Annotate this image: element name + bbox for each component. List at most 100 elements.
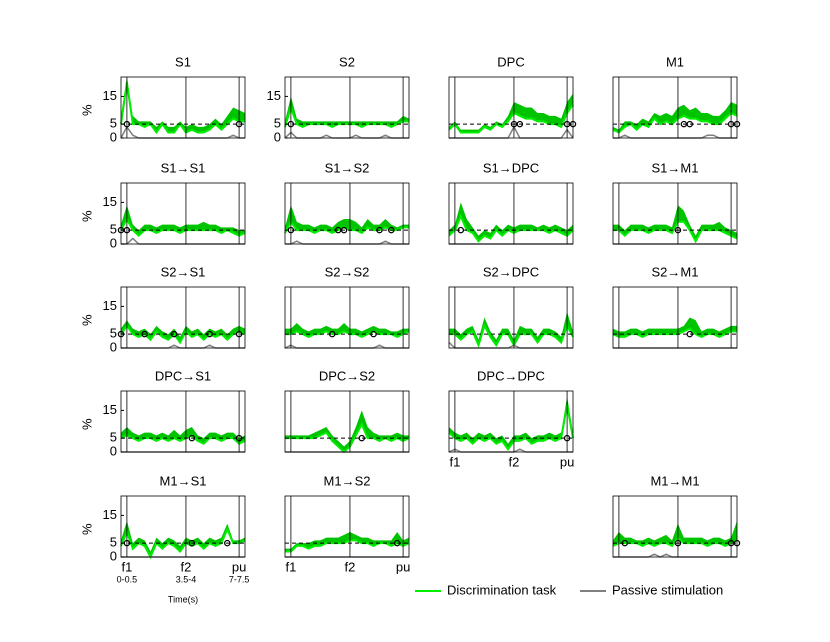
y-tick-label: 5: [110, 222, 117, 237]
panel-title: S2: [339, 54, 355, 69]
discrimination-line: [120, 526, 246, 560]
y-axis-label: %: [79, 523, 94, 535]
panel-frame: [448, 390, 574, 453]
y-tick-label: 15: [103, 88, 117, 103]
panel-title: S2→DPC: [483, 264, 539, 279]
panel-title: S1→DPC: [483, 160, 539, 175]
discrimination-line: [284, 104, 409, 129]
panel-frame: [612, 182, 738, 245]
discrimination-band: [613, 205, 737, 242]
y-tick-label: 0: [110, 443, 117, 458]
panel-frame: [120, 390, 246, 453]
significance-marker: [680, 120, 688, 128]
legend-label: Passive stimulation: [612, 582, 723, 597]
discrimination-band: [449, 311, 573, 346]
y-tick-label: 0: [274, 129, 281, 144]
y-tick-label: 15: [103, 402, 117, 417]
discrimination-line: [285, 539, 410, 553]
y-tick-label: 0: [110, 235, 117, 250]
significance-marker: [457, 226, 465, 234]
significance-marker: [287, 226, 295, 234]
panel-frame: [612, 495, 738, 558]
discrimination-band: [449, 396, 573, 450]
panel-frame: [448, 76, 574, 139]
significance-marker: [123, 120, 131, 128]
panel-title: S2→M1: [652, 264, 699, 279]
panel-frame: [284, 76, 410, 139]
y-tick-label: 15: [103, 298, 117, 313]
significance-marker: [393, 539, 401, 547]
significance-marker: [563, 120, 571, 128]
significance-marker: [727, 539, 735, 547]
x-tick-label: pu: [396, 559, 410, 574]
significance-marker: [370, 330, 377, 338]
significance-marker: [224, 539, 231, 547]
discrimination-line: [284, 219, 409, 235]
x-axis-label: Time(s): [168, 594, 198, 604]
y-tick-label: 0: [110, 129, 117, 144]
y-tick-label: 5: [110, 535, 117, 550]
panel-title: S1→S2: [325, 160, 370, 175]
significance-marker: [510, 120, 518, 128]
x-tick-label: f1: [121, 559, 132, 574]
panel-frame: [448, 182, 574, 245]
discrimination-band: [121, 520, 245, 557]
x-tick-label: f2: [345, 559, 356, 574]
x-tick-label: f2: [181, 559, 192, 574]
panel-frame: [120, 182, 246, 245]
discrimination-band: [285, 410, 409, 452]
discrimination-line: [120, 324, 246, 345]
significance-marker: [358, 434, 366, 442]
panel-title: DPC→S2: [319, 368, 375, 383]
panel-frame: [120, 495, 246, 558]
discrimination-band: [121, 205, 245, 236]
significance-marker: [340, 226, 348, 234]
x-tick-sublabel: 3.5-4: [176, 574, 197, 584]
significance-marker: [287, 120, 295, 128]
significance-marker: [621, 539, 629, 547]
y-tick-label: 5: [110, 326, 117, 341]
discrimination-band: [449, 93, 573, 133]
panel-frame: [284, 286, 410, 349]
panel-frame: [612, 76, 738, 139]
y-tick-label: 0: [110, 339, 117, 354]
discrimination-band: [121, 427, 245, 444]
y-tick-label: 5: [110, 430, 117, 445]
x-tick-sublabel: 7-7.5: [229, 574, 250, 584]
panel-frame: [284, 495, 410, 558]
discrimination-line: [448, 213, 574, 243]
panel-title: DPC: [497, 54, 524, 69]
significance-marker: [188, 539, 196, 547]
panel-title: S2→S2: [325, 264, 370, 279]
significance-marker: [188, 434, 196, 442]
x-tick-sublabel: 0-0.5: [117, 574, 138, 584]
discrimination-line: [120, 216, 246, 238]
panel-title: M1→S1: [160, 473, 207, 488]
significance-marker: [235, 330, 243, 338]
significance-marker: [235, 120, 243, 128]
significance-marker: [563, 434, 571, 442]
significance-marker: [388, 226, 395, 234]
legend-label: Discrimination task: [447, 582, 557, 597]
significance-marker: [376, 226, 383, 234]
x-tick-label: f1: [285, 559, 296, 574]
panel-title: M1→S2: [324, 473, 371, 488]
significance-marker: [674, 539, 682, 547]
y-tick-label: 15: [103, 194, 117, 209]
panel-title: DPC→S1: [155, 368, 211, 383]
panel-title: S2→S1: [161, 264, 206, 279]
y-axis-label: %: [79, 210, 94, 222]
discrimination-line: [612, 536, 738, 548]
y-tick-label: 0: [110, 548, 117, 563]
x-tick-label: pu: [232, 559, 246, 574]
discrimination-band: [613, 101, 737, 133]
discrimination-line: [449, 323, 574, 349]
discrimination-line: [448, 404, 574, 451]
panel-frame: [612, 286, 738, 349]
significance-marker: [674, 226, 682, 234]
panel-title: S1: [175, 54, 191, 69]
x-tick-label: pu: [560, 454, 574, 469]
significance-marker: [334, 226, 342, 234]
discrimination-line: [285, 330, 410, 339]
